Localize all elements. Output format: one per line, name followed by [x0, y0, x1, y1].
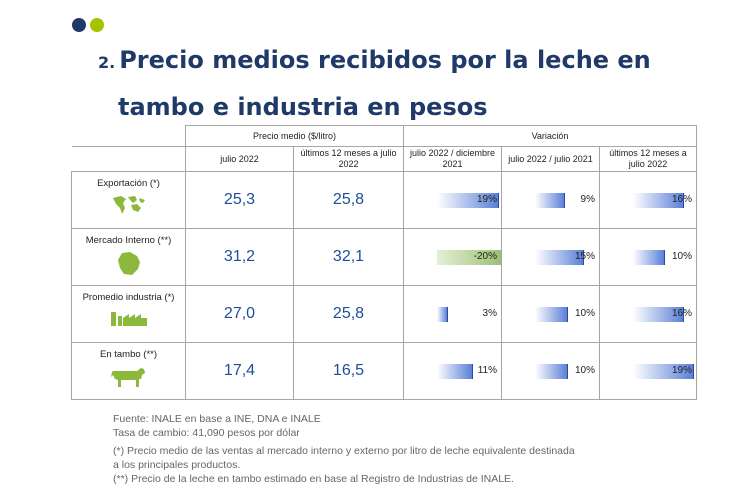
variation-value: 9% [580, 194, 595, 205]
variation-cell: 11% [403, 342, 502, 400]
factory-icon [72, 308, 185, 328]
price-12m: 16,5 [293, 342, 404, 400]
row-label: Exportación (*) [97, 178, 160, 189]
variation-bar [436, 364, 474, 379]
title-line-1: Precio medios recibidos por la leche en [119, 46, 651, 74]
price-jul: 27,0 [185, 285, 294, 343]
variation-value: -20% [473, 251, 497, 262]
variation-cell: 9% [501, 171, 600, 229]
uruguay-map-icon [72, 251, 185, 277]
price-jul: 17,4 [185, 342, 294, 400]
brand-dots [72, 18, 104, 32]
footnote-2: (**) Precio de la leche en tambo estimad… [113, 473, 514, 485]
variation-group-header: Variación [403, 125, 697, 147]
price-12m: 25,8 [293, 171, 404, 229]
variation-value: 19% [476, 194, 497, 205]
table-row: Exportación (*) 25,3 25,8 19% 9% 16% [71, 171, 697, 229]
row-label-cell: En tambo (**) [71, 342, 186, 400]
variation-value: 16% [671, 308, 692, 319]
price-group-header: Precio medio ($/litro) [185, 125, 404, 147]
row-label-cell: Promedio industria (*) [71, 285, 186, 343]
variation-bar [632, 193, 685, 208]
variation-bar [632, 364, 694, 379]
row-label: Mercado Interno (**) [85, 235, 172, 246]
variation-bar [534, 250, 584, 265]
variation-value: 3% [482, 308, 497, 319]
table-row: Mercado Interno (**) 31,2 32,1 -20% 15% … [71, 228, 697, 286]
variation-value: 11% [477, 365, 497, 376]
source-note: Fuente: INALE en base a INE, DNA e INALE [113, 413, 321, 425]
variation-bar [534, 307, 568, 322]
price-jul: 25,3 [185, 171, 294, 229]
col-header-var-dec: julio 2022 / diciembre 2021 [403, 146, 502, 172]
table-row: En tambo (**) 17,4 16,5 11% 10% 19% [71, 342, 697, 400]
footnote-1: (*) Precio medio de las ventas al mercad… [113, 445, 575, 457]
variation-cell: 16% [599, 171, 697, 229]
exchange-rate-note: Tasa de cambio: 41,090 pesos por dólar [113, 427, 300, 439]
row-label-cell: Mercado Interno (**) [71, 228, 186, 286]
section-number: 2. [98, 53, 116, 72]
brand-dot-navy [72, 18, 86, 32]
variation-cell: -20% [403, 228, 502, 286]
col-header-var-12m: últimos 12 meses a julio 2022 [599, 146, 697, 172]
variation-bar [632, 307, 685, 322]
variation-cell: 19% [599, 342, 697, 400]
blank-corner [71, 125, 186, 147]
variation-cell: 16% [599, 285, 697, 343]
variation-value: 10% [574, 365, 595, 376]
title-line-2: tambo e industria en pesos [118, 93, 488, 121]
variation-bar [534, 193, 565, 208]
table-row: Promedio industria (*) 27,0 25,8 3% 10% … [71, 285, 697, 343]
variation-value: 19% [671, 365, 692, 376]
variation-cell: 10% [599, 228, 697, 286]
brand-dot-green [90, 18, 104, 32]
variation-cell: 10% [501, 342, 600, 400]
footnote-1-cont: a los principales productos. [113, 459, 241, 471]
col-header-var-jul: julio 2022 / julio 2021 [501, 146, 600, 172]
variation-bar [632, 250, 666, 265]
variation-bar [534, 364, 568, 379]
cow-icon [72, 365, 185, 389]
blank-corner-2 [71, 146, 186, 172]
page-title: 2. Precio medios recibidos por la leche e… [98, 38, 718, 129]
row-label: En tambo (**) [99, 349, 158, 360]
price-12m: 32,1 [293, 228, 404, 286]
price-jul: 31,2 [185, 228, 294, 286]
variation-bar [436, 307, 448, 322]
variation-value: 15% [574, 251, 595, 262]
variation-value: 10% [671, 251, 692, 262]
variation-cell: 10% [501, 285, 600, 343]
col-header-price-12m: últimos 12 meses a julio 2022 [293, 146, 404, 172]
variation-bar [436, 193, 499, 208]
price-12m: 25,8 [293, 285, 404, 343]
world-map-icon [72, 194, 185, 216]
col-header-price-jul: julio 2022 [185, 146, 294, 172]
variation-value: 10% [574, 308, 595, 319]
row-label: Promedio industria (*) [82, 292, 175, 303]
variation-bar [436, 250, 501, 265]
price-table: Precio medio ($/litro) Variación julio 2… [71, 125, 697, 400]
variation-value: 16% [671, 194, 692, 205]
variation-cell: 3% [403, 285, 502, 343]
row-label-cell: Exportación (*) [71, 171, 186, 229]
variation-cell: 19% [403, 171, 502, 229]
variation-cell: 15% [501, 228, 600, 286]
